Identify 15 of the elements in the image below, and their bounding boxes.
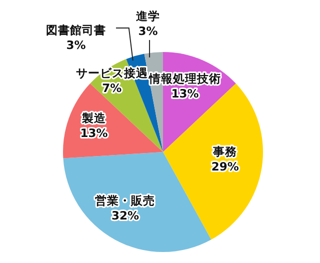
- data-label: 32%: [111, 208, 140, 223]
- data-label: 3%: [138, 24, 158, 38]
- pie-slice: [163, 84, 263, 240]
- data-label: 3%: [66, 38, 86, 52]
- pie-slice: [63, 152, 212, 252]
- slice-label: 製造: [81, 110, 106, 125]
- data-label: 13%: [171, 86, 200, 101]
- slice-label: 図書館司書: [46, 23, 106, 37]
- data-label: 7%: [102, 81, 122, 96]
- data-label: 29%: [211, 160, 240, 174]
- data-label: 13%: [80, 126, 108, 140]
- slice-label: 事務: [212, 144, 238, 159]
- slice-label: 営業・販売: [95, 194, 156, 208]
- slice-label: 進学: [136, 9, 160, 23]
- slice-label: 情報処理技術: [148, 72, 222, 86]
